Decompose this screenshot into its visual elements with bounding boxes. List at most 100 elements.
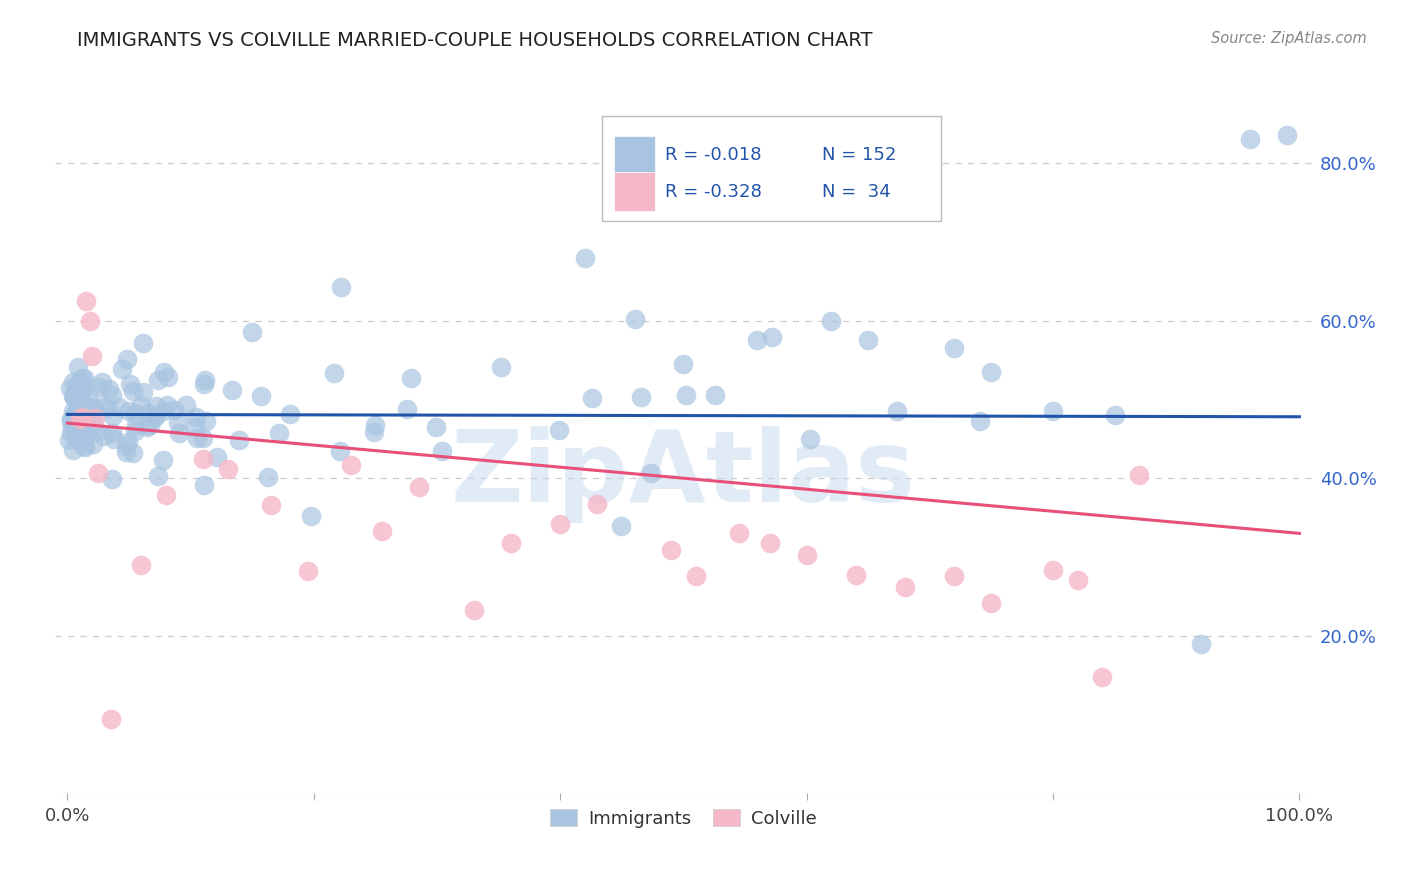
Point xyxy=(67,360,90,375)
Point xyxy=(205,450,228,464)
Text: N = 152: N = 152 xyxy=(821,146,896,164)
Point xyxy=(145,400,167,414)
Point xyxy=(586,497,609,511)
Point xyxy=(63,406,86,420)
Point xyxy=(969,414,991,428)
Point xyxy=(69,422,91,436)
Point xyxy=(194,414,217,428)
Point xyxy=(115,352,138,367)
Point xyxy=(66,379,89,393)
Point xyxy=(1239,132,1261,146)
Point xyxy=(73,404,96,418)
Point xyxy=(1091,670,1114,684)
Point xyxy=(135,420,157,434)
Point xyxy=(1042,404,1064,418)
Point xyxy=(100,711,122,725)
Point xyxy=(364,417,387,432)
Point xyxy=(82,402,104,417)
Point xyxy=(101,472,124,486)
Point xyxy=(70,388,93,402)
Legend: Immigrants, Colville: Immigrants, Colville xyxy=(543,802,824,835)
Point xyxy=(62,375,84,389)
Point xyxy=(703,388,725,402)
Point xyxy=(758,536,780,550)
Point xyxy=(146,469,169,483)
Point xyxy=(73,434,96,448)
Point xyxy=(339,458,361,472)
Point xyxy=(820,313,842,327)
Point xyxy=(87,380,110,394)
Point xyxy=(370,524,392,538)
Point xyxy=(425,420,447,434)
Point xyxy=(131,335,153,350)
Point xyxy=(363,425,385,439)
Point xyxy=(610,519,633,533)
Point xyxy=(79,313,101,327)
Point xyxy=(163,402,186,417)
Point xyxy=(63,414,86,428)
Point xyxy=(761,330,783,344)
Point xyxy=(121,384,143,398)
Point xyxy=(72,401,94,416)
Point xyxy=(250,389,273,403)
Point xyxy=(62,404,84,418)
Point xyxy=(184,410,207,425)
Point xyxy=(1275,128,1298,143)
Point xyxy=(193,477,215,491)
Point xyxy=(659,543,682,558)
Point xyxy=(70,407,93,421)
Point xyxy=(69,375,91,389)
Point xyxy=(66,396,89,410)
Point xyxy=(675,388,697,402)
Point xyxy=(240,326,263,340)
Point xyxy=(114,445,136,459)
Point xyxy=(193,431,215,445)
Point xyxy=(70,383,93,397)
Point xyxy=(70,371,93,385)
Point xyxy=(124,424,146,438)
Point xyxy=(117,435,139,450)
Point xyxy=(111,362,134,376)
Point xyxy=(65,381,87,395)
Point xyxy=(796,548,818,562)
Point xyxy=(70,401,93,416)
Point xyxy=(139,417,162,432)
Point xyxy=(108,401,131,415)
Point xyxy=(72,439,94,453)
Point xyxy=(1042,563,1064,577)
Point xyxy=(101,425,124,440)
Point xyxy=(174,399,197,413)
Point xyxy=(228,434,250,448)
Point xyxy=(256,470,278,484)
Point xyxy=(297,565,319,579)
Point xyxy=(118,376,141,391)
Point xyxy=(136,406,159,420)
Point xyxy=(96,401,118,415)
Point xyxy=(672,357,695,371)
Point xyxy=(75,293,97,308)
Point xyxy=(83,410,105,425)
Point xyxy=(67,416,90,430)
Point xyxy=(191,452,214,467)
Point xyxy=(73,405,96,419)
Text: R = -0.328: R = -0.328 xyxy=(665,183,762,201)
Point xyxy=(60,419,83,434)
Point xyxy=(77,407,100,421)
Point xyxy=(640,467,662,481)
Point xyxy=(66,391,89,405)
Point xyxy=(62,389,84,403)
Point xyxy=(152,452,174,467)
Point xyxy=(886,404,908,418)
Point xyxy=(73,423,96,437)
Point xyxy=(69,390,91,404)
Point xyxy=(121,446,143,460)
Point xyxy=(267,426,290,441)
Point xyxy=(124,406,146,420)
Point xyxy=(62,390,84,404)
Point xyxy=(91,399,114,413)
Point xyxy=(328,443,350,458)
Point xyxy=(70,401,93,415)
Point xyxy=(59,380,82,394)
Point xyxy=(980,596,1002,610)
Point xyxy=(548,516,571,531)
